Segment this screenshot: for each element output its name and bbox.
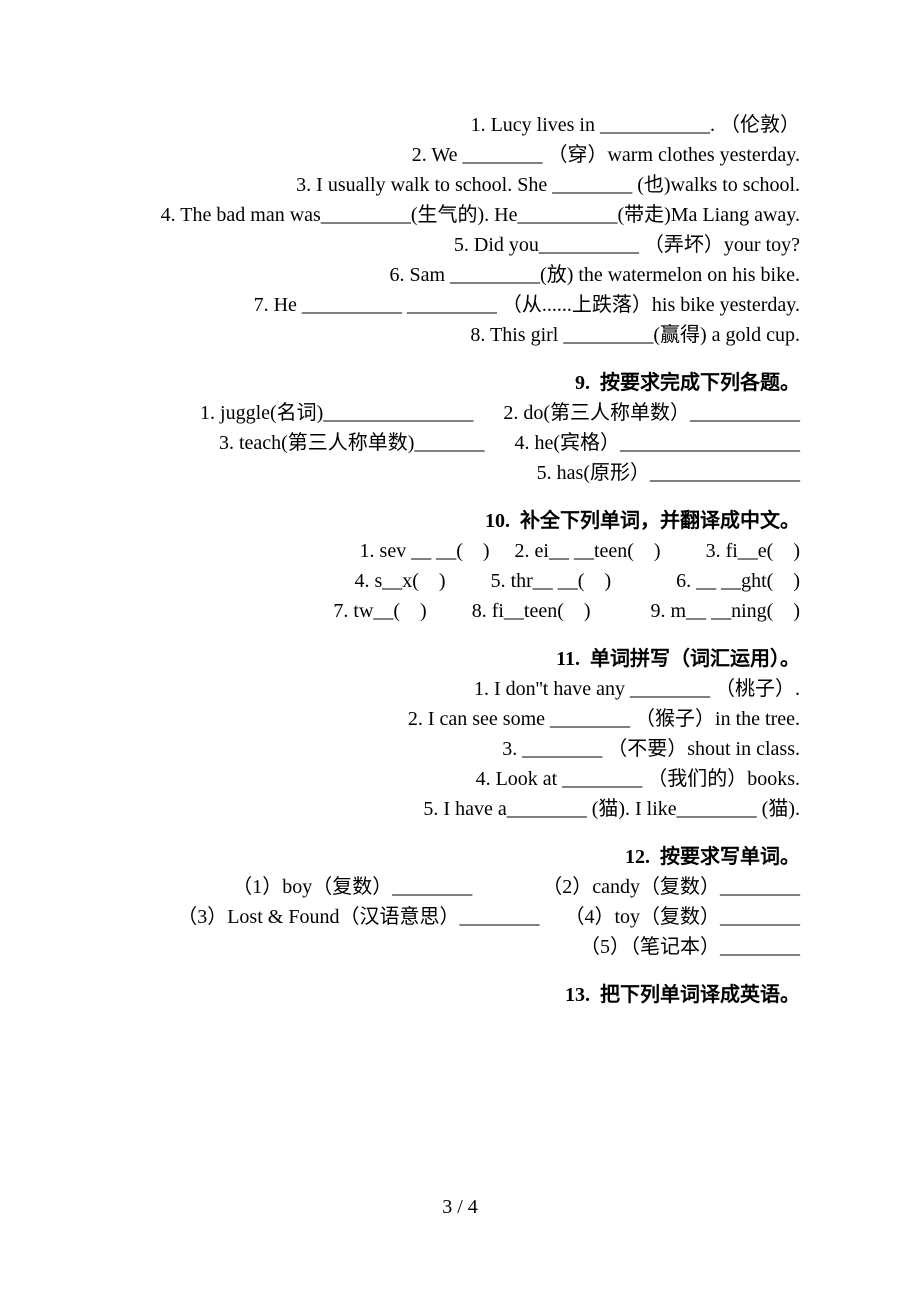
q10-line-1: 1. sev __ __( ) 2. ei__ __teen( ) 3. fi_… (120, 536, 800, 566)
q8-line-1: 1. Lucy lives in ___________. （伦敦） (120, 110, 800, 140)
q8-line-7: 7. He __________ _________ （从......上跌落）h… (120, 290, 800, 320)
q8-line-8: 8. This girl _________(赢得) a gold cup. (120, 320, 800, 350)
q9-line-3: 5. has(原形）_______________ (120, 458, 800, 488)
q11-line-1: 1. I don''t have any ________ （桃子）. (120, 674, 800, 704)
q9-line-2: 3. teach(第三人称单数)_______ 4. he(宾格）_______… (120, 428, 800, 458)
q11-line-5: 5. I have a________ (猫). I like________ … (120, 794, 800, 824)
q10-line-3: 7. tw__( ) 8. fi__teen( ) 9. m__ __ning(… (120, 596, 800, 626)
q12-line-3: （5）（笔记本）________ (120, 932, 800, 962)
worksheet-page: 1. Lucy lives in ___________. （伦敦） 2. We… (0, 0, 920, 1010)
q8-line-3: 3. I usually walk to school. She _______… (120, 170, 800, 200)
q9-line-1: 1. juggle(名词)_______________ 2. do(第三人称单… (120, 398, 800, 428)
section9-title: 9. 按要求完成下列各题。 (120, 368, 800, 398)
section13-title: 13. 把下列单词译成英语。 (120, 980, 800, 1010)
q8-line-6: 6. Sam _________(放) the watermelon on hi… (120, 260, 800, 290)
q11-line-3: 3. ________ （不要）shout in class. (120, 734, 800, 764)
section11-title: 11. 单词拼写（词汇运用）。 (120, 644, 800, 674)
q10-line-2: 4. s__x( ) 5. thr__ __( ) 6. __ __ght( ) (120, 566, 800, 596)
q8-line-4: 4. The bad man was_________(生气的). He____… (120, 200, 800, 230)
page-number: 3 / 4 (0, 1192, 920, 1222)
section10-title: 10. 补全下列单词，并翻译成中文。 (120, 506, 800, 536)
q8-line-5: 5. Did you__________ （弄坏）your toy? (120, 230, 800, 260)
q11-line-2: 2. I can see some ________ （猴子）in the tr… (120, 704, 800, 734)
q8-line-2: 2. We ________ （穿）warm clothes yesterday… (120, 140, 800, 170)
q11-line-4: 4. Look at ________ （我们的）books. (120, 764, 800, 794)
section12-title: 12. 按要求写单词。 (120, 842, 800, 872)
q12-line-1: （1）boy（复数）________ （2）candy（复数）________ (120, 872, 800, 902)
q12-line-2: （3）Lost & Found（汉语意思）________ （4）toy（复数）… (120, 902, 800, 932)
